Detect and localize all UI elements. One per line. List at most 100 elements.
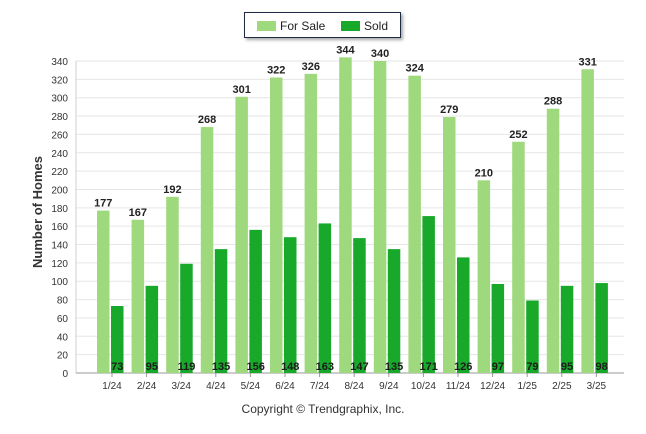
bar-for-sale	[270, 77, 283, 374]
x-tick-label: 1/25	[517, 381, 537, 392]
bar-sold	[284, 237, 297, 373]
x-tick-label: 10/24	[411, 381, 436, 392]
data-label-for-sale: 167	[129, 207, 147, 219]
x-tick-label: 2/25	[552, 381, 572, 392]
bar-sold	[491, 283, 505, 373]
y-tick-label: 200	[51, 185, 68, 196]
data-label-sold: 171	[419, 361, 437, 373]
data-label-sold: 98	[596, 361, 608, 373]
y-tick-label: 180	[51, 204, 68, 215]
data-label-for-sale: 326	[302, 61, 320, 73]
bar-sold	[526, 300, 539, 373]
bar-for-sale	[235, 96, 248, 373]
data-label-for-sale: 301	[232, 84, 250, 96]
bar-sold	[387, 249, 401, 373]
y-tick-label: 120	[51, 259, 68, 270]
bar-sold	[353, 238, 366, 373]
data-label-for-sale: 279	[440, 104, 458, 116]
y-tick-label: 240	[51, 149, 68, 160]
bar-for-sale	[200, 127, 214, 373]
x-tick-label: 7/24	[310, 381, 330, 392]
data-label-for-sale: 322	[267, 65, 285, 77]
bar-for-sale	[512, 141, 525, 373]
data-label-for-sale: 252	[509, 129, 527, 141]
data-label-for-sale: 268	[198, 114, 216, 126]
y-axis-label: Number of Homes	[30, 156, 45, 268]
data-label-for-sale: 177	[94, 198, 112, 210]
y-tick-label: 320	[51, 75, 68, 86]
data-label-sold: 97	[492, 361, 504, 373]
y-tick-label: 260	[51, 130, 68, 141]
data-label-sold: 79	[526, 361, 538, 373]
data-label-sold: 156	[246, 361, 264, 373]
x-tick-label: 3/25	[587, 381, 607, 392]
data-label-for-sale: 210	[475, 167, 493, 179]
data-label-for-sale: 288	[544, 96, 562, 108]
bar-sold	[111, 306, 124, 373]
bar-sold	[457, 257, 470, 373]
data-label-sold: 95	[561, 361, 573, 373]
data-label-sold: 95	[146, 361, 158, 373]
data-label-for-sale: 192	[163, 184, 181, 196]
bar-sold	[422, 216, 435, 373]
y-tick-label: 340	[51, 57, 68, 68]
x-tick-label: 4/24	[206, 381, 226, 392]
y-tick-label: 40	[57, 332, 69, 343]
y-tick-label: 280	[51, 112, 68, 123]
data-label-for-sale: 331	[578, 56, 596, 68]
data-label-for-sale: 344	[336, 44, 355, 56]
data-label-for-sale: 340	[371, 48, 389, 60]
bar-for-sale	[581, 69, 594, 374]
legend-item-sold: Sold	[341, 19, 388, 33]
legend-swatch-sold	[341, 21, 360, 31]
bar-for-sale	[408, 75, 421, 374]
data-label-sold: 73	[111, 361, 123, 373]
y-tick-label: 20	[57, 351, 69, 362]
y-tick-label: 220	[51, 167, 68, 178]
data-label-for-sale: 324	[405, 63, 424, 75]
bar-sold	[214, 249, 228, 373]
data-label-sold: 148	[281, 361, 299, 373]
x-tick-label: 9/24	[379, 381, 399, 392]
data-label-sold: 126	[454, 361, 472, 373]
x-tick-label: 2/24	[137, 381, 157, 392]
y-tick-label: 300	[51, 94, 68, 105]
x-tick-label: 8/24	[344, 381, 364, 392]
x-tick-label: 1/24	[102, 381, 122, 392]
legend-label-sold: Sold	[364, 19, 389, 33]
data-labels: 177 73 167 95 192 119 268 135 301 156 322 148 326 163…	[94, 44, 608, 373]
bar-for-sale	[546, 108, 560, 373]
bar-sold	[318, 223, 332, 373]
legend-label-for-sale: For Sale	[280, 19, 326, 33]
x-tick-label: 5/24	[241, 381, 261, 392]
x-tick-label: 11/24	[446, 381, 471, 392]
data-label-sold: 135	[385, 361, 403, 373]
x-axis-ticks: 1/24 2/24 3/24 4/24 5/24 6/24 7/24 8/24 9/24 10/2…	[102, 373, 607, 392]
y-tick-label: 160	[51, 222, 68, 233]
bar-for-sale	[131, 219, 145, 373]
x-tick-label: 3/24	[171, 381, 191, 392]
bar-for-sale	[304, 73, 318, 374]
data-label-sold: 135	[212, 361, 230, 373]
y-tick-label: 0	[62, 369, 68, 380]
copyright-text: Copyright © Trendgraphix, Inc.	[241, 402, 405, 416]
x-tick-label: 6/24	[275, 381, 295, 392]
legend-swatch-for-sale	[257, 21, 276, 31]
y-tick-label: 80	[57, 296, 69, 307]
bar-sold	[145, 285, 159, 373]
bar-sold	[595, 283, 608, 373]
bar-sold	[180, 263, 193, 373]
bar-for-sale	[166, 196, 179, 373]
bar-for-sale	[443, 116, 456, 373]
bar-for-sale	[477, 180, 491, 373]
data-label-sold: 147	[350, 361, 368, 373]
y-axis-ticks: 0 20 40 60 80 100 120 140 160 180 200 220 240 260 280 3…	[51, 57, 68, 380]
bar-for-sale	[97, 210, 110, 373]
legend-item-for-sale: For Sale	[257, 19, 325, 33]
bar-sold	[249, 229, 262, 373]
legend: For Sale Sold	[244, 12, 401, 38]
y-tick-label: 100	[51, 277, 68, 288]
y-tick-label: 60	[57, 314, 69, 325]
bar-for-sale	[373, 61, 387, 373]
bar-sold	[560, 285, 574, 373]
